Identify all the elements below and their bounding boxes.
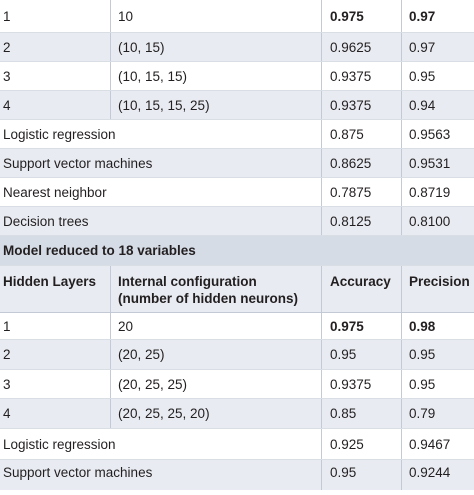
table-row: Decision trees 0.8125 0.8100	[0, 207, 474, 236]
table-row: 1 10 0.975 0.97	[0, 0, 474, 33]
hidden-layers-cell: 3	[3, 376, 11, 392]
column-header-accuracy: Accuracy	[330, 274, 391, 289]
config-cell: 20	[118, 318, 134, 334]
accuracy-cell: 0.9375	[330, 68, 372, 84]
precision-cell: 0.8719	[409, 184, 451, 200]
hidden-layers-cell: 1	[3, 8, 11, 24]
accuracy-cell: 0.875	[330, 126, 364, 142]
accuracy-cell: 0.925	[330, 436, 364, 452]
table-row: 4 (20, 25, 25, 20) 0.85 0.79	[0, 399, 474, 429]
table-row: Logistic regression 0.875 0.9563	[0, 120, 474, 149]
config-cell: (20, 25, 25, 20)	[118, 406, 210, 421]
precision-cell: 0.95	[409, 68, 436, 84]
precision-cell: 0.97	[409, 39, 436, 55]
precision-cell: 0.8100	[409, 213, 451, 229]
column-header-config-line2: (number of hidden neurons)	[118, 291, 298, 306]
hidden-layers-cell: 1	[3, 318, 11, 334]
column-header-hidden-layers: Hidden Layers	[3, 274, 97, 289]
config-cell: 10	[118, 8, 134, 24]
hidden-layers-cell: 4	[3, 97, 11, 113]
method-name-cell: Nearest neighbor	[3, 184, 107, 200]
accuracy-cell: 0.85	[330, 406, 357, 421]
precision-cell: 0.9467	[409, 436, 451, 452]
precision-cell: 0.97	[409, 8, 436, 24]
column-header-config: Internal configuration (number of hidden…	[118, 266, 298, 319]
precision-cell: 0.94	[409, 97, 436, 113]
table-row: Nearest neighbor 0.7875 0.8719	[0, 178, 474, 207]
precision-cell: 0.95	[409, 347, 436, 362]
config-cell: (10, 15, 15, 25)	[118, 97, 210, 113]
hidden-layers-cell: 4	[3, 406, 11, 421]
table-row: 2 (10, 15) 0.9625 0.97	[0, 33, 474, 62]
accuracy-cell: 0.9375	[330, 376, 372, 392]
column-header-precision: Precision	[409, 274, 470, 289]
method-name-cell: Support vector machines	[3, 465, 153, 480]
column-header-config-line1: Internal configuration	[118, 274, 257, 289]
method-name-cell: Logistic regression	[3, 126, 116, 142]
hidden-layers-cell: 2	[3, 39, 11, 55]
accuracy-cell: 0.95	[330, 347, 357, 362]
table-row: Support vector machines 0.95 0.9244	[0, 460, 474, 490]
precision-cell: 0.79	[409, 406, 436, 421]
section-title-row: Model reduced to 18 variables	[0, 236, 474, 266]
table-row: 1 20 0.975 0.98	[0, 313, 474, 340]
precision-cell: 0.98	[409, 318, 436, 334]
precision-cell: 0.9244	[409, 465, 451, 480]
accuracy-cell: 0.975	[330, 8, 364, 24]
hidden-layers-cell: 3	[3, 68, 11, 84]
precision-cell: 0.9563	[409, 126, 451, 142]
accuracy-cell: 0.9375	[330, 97, 372, 113]
accuracy-cell: 0.8625	[330, 155, 372, 171]
precision-cell: 0.9531	[409, 155, 451, 171]
hidden-layers-cell: 2	[3, 347, 11, 362]
method-name-cell: Support vector machines	[3, 155, 153, 171]
config-cell: (10, 15, 15)	[118, 68, 188, 84]
config-cell: (20, 25, 25)	[118, 376, 188, 392]
table-row: 2 (20, 25) 0.95 0.95	[0, 340, 474, 370]
accuracy-cell: 0.9625	[330, 39, 372, 55]
method-name-cell: Decision trees	[3, 213, 89, 229]
config-cell: (20, 25)	[118, 347, 165, 362]
table-row: Logistic regression 0.925 0.9467	[0, 429, 474, 460]
precision-cell: 0.95	[409, 376, 436, 392]
accuracy-cell: 0.7875	[330, 184, 372, 200]
accuracy-cell: 0.975	[330, 318, 364, 334]
accuracy-cell: 0.8125	[330, 213, 372, 229]
section-title: Model reduced to 18 variables	[3, 243, 196, 258]
config-cell: (10, 15)	[118, 39, 165, 55]
table-header: Hidden Layers Internal configuration (nu…	[0, 266, 474, 313]
method-name-cell: Logistic regression	[3, 436, 116, 452]
accuracy-cell: 0.95	[330, 465, 357, 480]
table-row: Support vector machines 0.8625 0.9531	[0, 149, 474, 178]
table-row: 3 (10, 15, 15) 0.9375 0.95	[0, 62, 474, 91]
table-row: 4 (10, 15, 15, 25) 0.9375 0.94	[0, 91, 474, 120]
table-row: 3 (20, 25, 25) 0.9375 0.95	[0, 370, 474, 399]
